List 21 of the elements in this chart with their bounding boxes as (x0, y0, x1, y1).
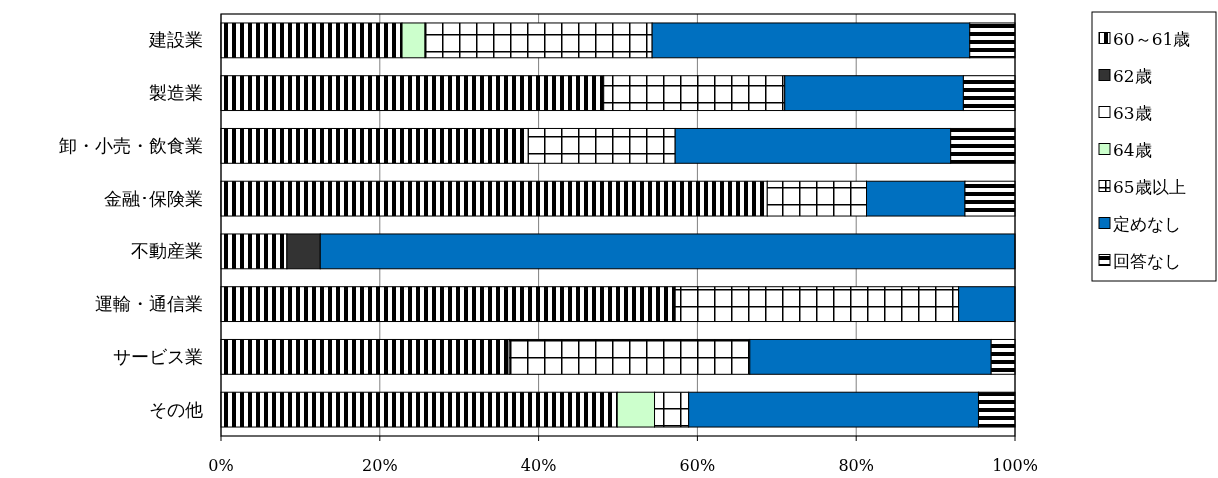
legend-label: 60～61歳 (1113, 28, 1191, 49)
y-tick-label: 不動産業 (131, 240, 203, 262)
legend-label: 63歳 (1113, 102, 1152, 123)
legend-label: 62歳 (1113, 65, 1152, 86)
y-tick-label: 製造業 (149, 82, 203, 104)
x-tick-label: 60% (679, 456, 716, 475)
y-tick-label: 卸・小売・飲食業 (59, 134, 203, 156)
legend-label: 定めなし (1113, 213, 1181, 234)
y-tick-label: 建設業 (148, 29, 203, 51)
x-tick-label: 40% (520, 456, 557, 475)
y-tick-label: その他 (149, 398, 203, 420)
legend-label: 65歳以上 (1113, 176, 1186, 197)
y-tick-label: 金融･保険業 (104, 187, 203, 209)
x-tick-label: 100% (992, 456, 1038, 475)
y-tick-label: 運輸・通信業 (95, 293, 203, 315)
y-tick-label: サービス業 (113, 345, 203, 367)
x-tick-label: 80% (838, 456, 874, 475)
x-tick-label: 0% (208, 456, 234, 475)
legend-label: 64歳 (1113, 139, 1152, 160)
x-tick-label: 20% (362, 456, 398, 475)
legend-label: 回答なし (1113, 250, 1181, 271)
